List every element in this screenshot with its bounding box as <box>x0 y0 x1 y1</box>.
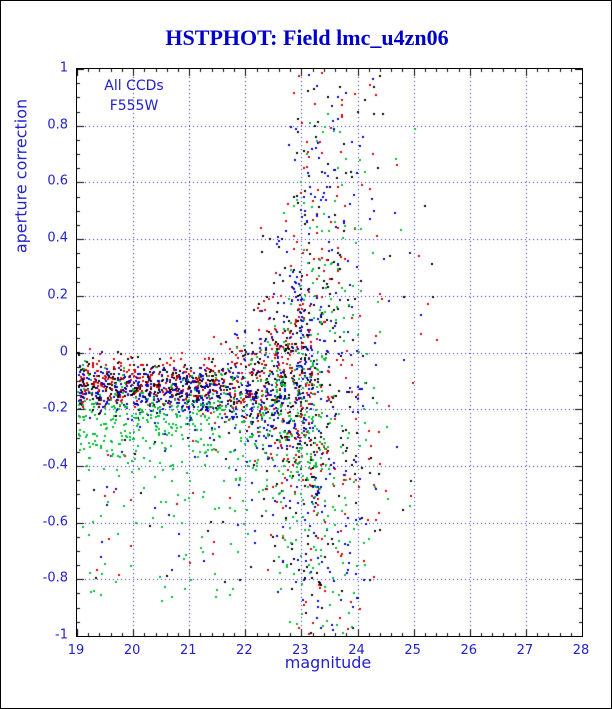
plot-canvas <box>76 68 583 637</box>
page-title: HSTPHOT: Field lmc_u4zn06 <box>165 25 449 50</box>
x-tick-label: 20 <box>123 643 141 658</box>
x-tick-label: 27 <box>516 643 534 658</box>
annotation-box: All CCDs F555W <box>88 76 180 116</box>
x-tick-label: 28 <box>572 643 590 658</box>
x-tick-label: 23 <box>292 643 309 658</box>
y-tick-label: 0.2 <box>47 287 68 303</box>
x-tick-label: 26 <box>460 643 478 658</box>
y-tick-label: 0.4 <box>47 230 68 246</box>
y-tick-label: -0.2 <box>42 400 68 416</box>
annotation-filter: F555W <box>109 98 159 114</box>
x-tick-label: 21 <box>179 643 197 658</box>
y-tick-label: 0 <box>59 344 68 359</box>
x-tick-label: 22 <box>236 643 253 658</box>
x-axis-label: magnitude <box>284 653 372 672</box>
y-tick-label: -0.8 <box>42 570 68 586</box>
y-axis-label: aperture correction <box>11 98 31 254</box>
y-tick-label: 0.6 <box>47 173 68 189</box>
x-tick-label: 19 <box>67 643 85 658</box>
y-tick-label: 0.8 <box>47 117 68 133</box>
x-tick-label: 24 <box>348 643 365 658</box>
plot-area: All CCDs F555W <box>76 68 583 637</box>
y-tick-label: -0.6 <box>42 514 68 530</box>
annotation-all-ccds: All CCDs <box>104 78 164 94</box>
y-tick-label: -1 <box>55 627 68 643</box>
x-tick-label: 25 <box>404 643 421 658</box>
y-tick-label: -0.4 <box>42 457 68 473</box>
y-tick-label: 1 <box>59 60 68 76</box>
